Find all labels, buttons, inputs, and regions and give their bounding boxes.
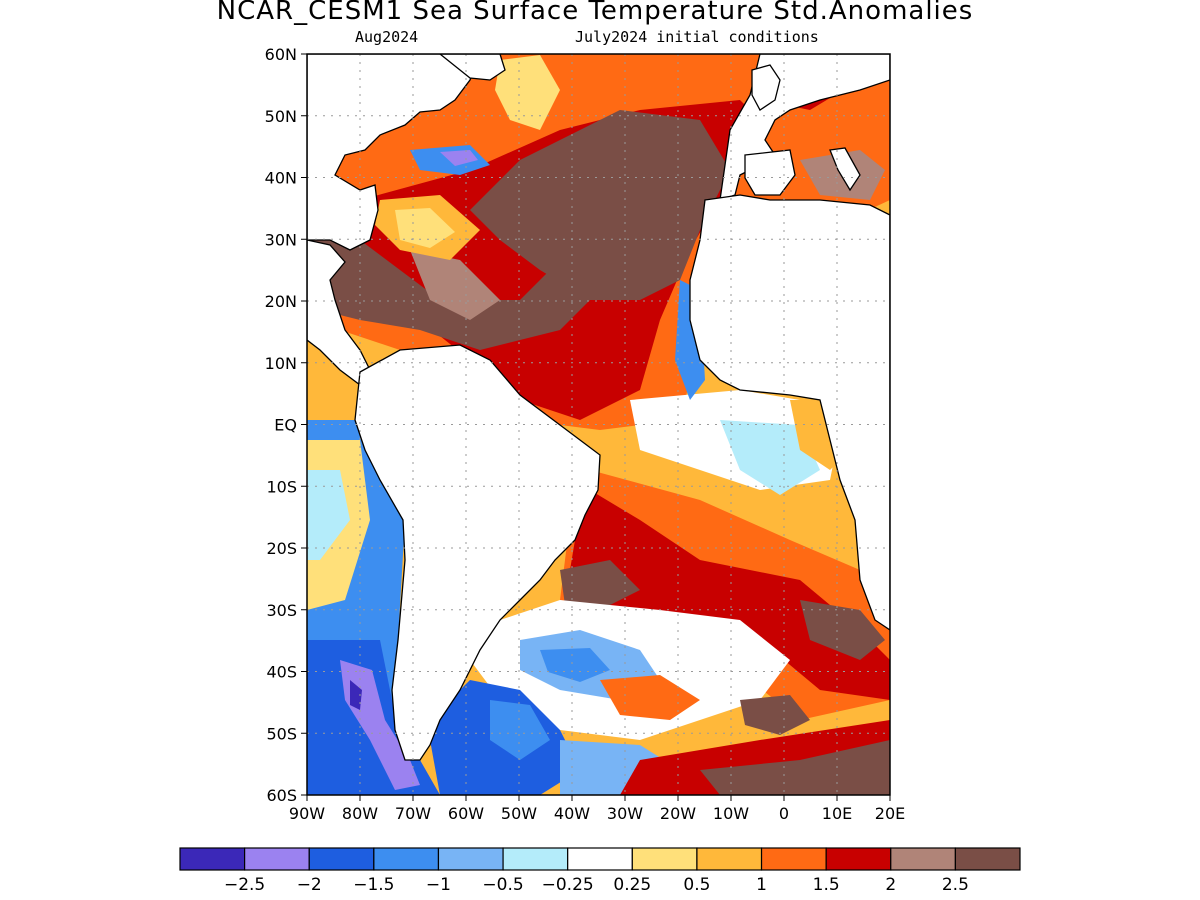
colorbar-label: 0.25 — [613, 875, 651, 895]
colorbar-swatch — [696, 847, 763, 871]
longitude-label: 0 — [779, 804, 789, 823]
longitude-axis: 90W 80W 70W 60W 50W 40W 30W 20W 10W 0 10E 20E — [289, 795, 905, 823]
land-masses — [307, 54, 890, 761]
colorbar-label: −1 — [426, 875, 451, 895]
colorbar-label: −2.5 — [224, 875, 265, 895]
colorbar-label: 1 — [756, 875, 767, 895]
longitude-label: 60W — [448, 804, 484, 823]
colorbar-label: −1.5 — [353, 875, 394, 895]
latitude-label: 60N — [265, 45, 297, 64]
colorbar-label: 0.5 — [683, 875, 710, 895]
latitude-label: 40S — [266, 663, 297, 682]
latitude-axis: 60N 50N 40N 30N 20N 10N EQ 10S 20S 30S 40S 50S 60S — [265, 45, 307, 805]
africa — [689, 194, 890, 631]
latitude-label: 10N — [265, 354, 297, 373]
longitude-label: 10E — [822, 804, 852, 823]
colorbar-swatch — [373, 847, 440, 871]
latitude-label: 30S — [266, 601, 297, 620]
south-america — [354, 344, 601, 761]
map-title: NCAR_CESM1 Sea Surface Temperature Std.A… — [216, 0, 974, 26]
latitude-label: 50N — [265, 107, 297, 126]
greenland — [438, 54, 506, 81]
latitude-label: 10S — [266, 477, 297, 496]
latitude-label: EQ — [274, 416, 297, 435]
north-america — [307, 54, 481, 251]
longitude-label: 90W — [289, 804, 325, 823]
colorbar-swatch — [502, 847, 569, 871]
longitude-label: 40W — [554, 804, 590, 823]
longitude-label: 70W — [395, 804, 431, 823]
latitude-label: 20N — [265, 292, 297, 311]
colorbar-label: −0.25 — [542, 875, 594, 895]
british-isles — [751, 64, 781, 111]
iberia — [744, 149, 796, 196]
colorbar-label: 2.5 — [942, 875, 969, 895]
longitude-label: 30W — [607, 804, 643, 823]
colorbar-swatch — [437, 847, 504, 871]
colorbar: −2.5 −2 −1.5 −1 −0.5 −0.25 0.25 0.5 1 1.5 2 2.5 — [179, 847, 1021, 895]
longitude-label: 80W — [342, 804, 378, 823]
graticule — [307, 54, 890, 795]
colorbar-label: −2 — [297, 875, 322, 895]
latitude-label: 30N — [265, 230, 297, 249]
forecast-month-label: Aug2024 — [355, 28, 419, 46]
latitude-label: 60S — [266, 786, 297, 805]
longitude-label: 50W — [501, 804, 537, 823]
colorbar-label: 2 — [885, 875, 896, 895]
longitude-label: 20W — [660, 804, 696, 823]
longitude-label: 20E — [875, 804, 905, 823]
colorbar-swatch — [954, 847, 1021, 871]
colorbar-swatch — [631, 847, 698, 871]
latitude-label: 40N — [265, 169, 297, 188]
colorbar-label: 1.5 — [813, 875, 840, 895]
colorbar-swatch — [567, 847, 633, 871]
colorbar-swatch — [760, 847, 827, 871]
colorbar-label: −0.5 — [482, 875, 523, 895]
colorbar-swatch — [825, 847, 892, 871]
colorbar-swatch — [179, 847, 246, 871]
longitude-label: 10W — [713, 804, 749, 823]
latitude-label: 50S — [266, 724, 297, 743]
colorbar-swatch — [890, 847, 956, 871]
colorbar-swatch — [308, 847, 375, 871]
colorbar-swatch — [244, 847, 310, 871]
initial-conditions-label: July2024 initial conditions — [575, 28, 819, 46]
latitude-label: 20S — [266, 539, 297, 558]
